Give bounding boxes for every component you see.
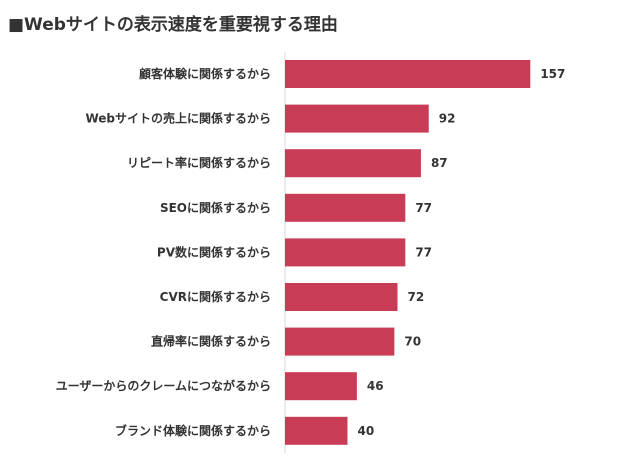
bar (285, 283, 398, 311)
value-label: 77 (415, 201, 432, 215)
bar (285, 149, 421, 178)
category-label: ユーザーからのクレームにつながるから (56, 378, 271, 393)
bar (285, 416, 348, 445)
category-label: 直帰率に関係するから (151, 334, 271, 349)
value-label: 77 (415, 245, 432, 259)
bar (285, 193, 406, 222)
value-label: 46 (367, 379, 384, 393)
bar (285, 60, 531, 88)
value-label: 72 (408, 290, 425, 304)
category-label: CVRに関係するから (160, 289, 271, 304)
bar (285, 327, 395, 356)
category-label: SEOに関係するから (160, 200, 271, 215)
value-label: 70 (404, 335, 421, 349)
value-label: 40 (358, 424, 375, 438)
value-label: 92 (439, 112, 456, 126)
value-label: 157 (540, 67, 565, 81)
chart-title: ■Webサイトの表示速度を重要視する理由 (8, 15, 338, 35)
value-label: 87 (431, 156, 448, 170)
category-label: Webサイトの売上に関係するから (85, 111, 271, 126)
bar (285, 104, 429, 133)
bar (285, 238, 406, 267)
category-label: 顧客体験に関係するから (139, 66, 271, 81)
category-label: リピート率に関係するから (127, 155, 271, 170)
category-label: ブランド体験に関係するから (115, 423, 271, 438)
category-label: PV数に関係するから (157, 244, 271, 259)
bar (285, 372, 357, 401)
